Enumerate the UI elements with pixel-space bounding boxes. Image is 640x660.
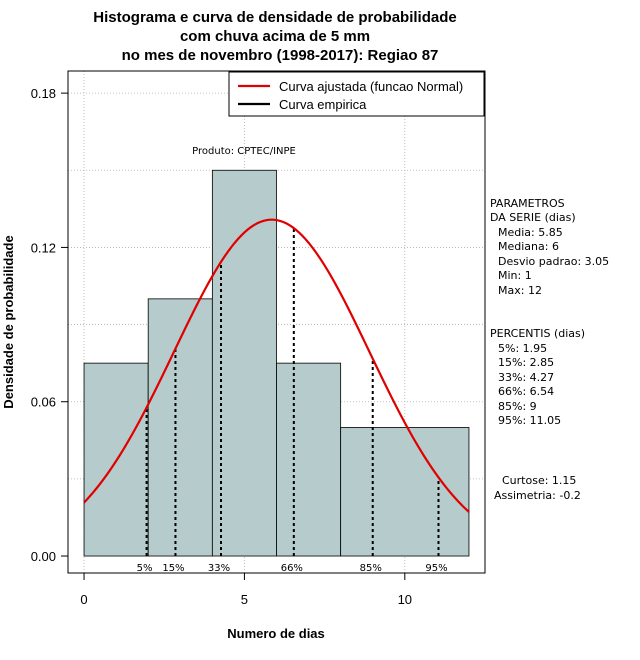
parameters-heading-2: DA SERIE (dias) xyxy=(490,211,576,224)
percentiles-panel: PERCENTIS (dias) 5%: 1.95 15%: 2.85 33%:… xyxy=(490,327,585,427)
percentile-lines: 5% 15% 33% 66% 85% 95% xyxy=(137,228,448,574)
parameter-sd: Desvio padrao: 3.05 xyxy=(498,255,609,268)
shape-stats-panel: Curtose: 1.15 Assimetria: -0.2 xyxy=(494,474,581,502)
x-tick-label-1: 5 xyxy=(241,592,248,607)
parameter-median: Mediana: 6 xyxy=(498,240,559,253)
legend-entry-fitted: Curva ajustada (funcao Normal) xyxy=(279,79,463,94)
x-axis: 0 5 10 xyxy=(80,572,412,607)
y-tick-label-2: 0.12 xyxy=(31,240,56,255)
chart-title-line-1: Histograma e curva de densidade de proba… xyxy=(93,9,456,26)
legend-box xyxy=(228,71,485,117)
y-axis-label: Densidade de probabilidade xyxy=(1,235,16,408)
parameter-max: Max: 12 xyxy=(498,284,542,297)
y-axis: 0.00 0.06 0.12 0.18 xyxy=(31,86,68,564)
parameter-min: Min: 1 xyxy=(498,269,532,282)
percentile-label-0: 5% xyxy=(137,563,153,574)
histogram-bar-5 xyxy=(340,427,470,557)
percentile-label-3: 66% xyxy=(281,563,303,574)
chart-title-line-2: com chuva acima de 5 mm xyxy=(180,28,370,45)
parameter-mean: Media: 5.85 xyxy=(498,226,563,239)
parameters-heading-1: PARAMETROS xyxy=(490,197,565,210)
legend-entry-empirical: Curva empirica xyxy=(279,97,367,112)
legend: Curva ajustada (funcao Normal) Curva emp… xyxy=(228,71,485,117)
fitted-normal-curve xyxy=(83,218,470,513)
parameters-panel: PARAMETROS DA SERIE (dias) Media: 5.85 M… xyxy=(490,197,609,297)
percentile-95: 95%: 11.05 xyxy=(498,414,561,427)
histogram-bar-2 xyxy=(147,298,213,557)
x-tick-label-2: 10 xyxy=(398,592,412,607)
x-tick-label-0: 0 xyxy=(80,592,87,607)
chart-title-line-3: no mes de novembro (1998-2017): Regiao 8… xyxy=(122,47,439,64)
skewness-stat: Assimetria: -0.2 xyxy=(494,489,581,502)
y-tick-label-0: 0.00 xyxy=(31,549,56,564)
percentiles-heading: PERCENTIS (dias) xyxy=(490,327,585,340)
percentile-label-5: 95% xyxy=(425,563,447,574)
percentile-66: 66%: 6.54 xyxy=(498,385,554,398)
percentile-15: 15%: 2.85 xyxy=(498,356,554,369)
credit-label: Produto: CPTEC/INPE xyxy=(192,146,296,157)
percentile-85: 85%: 9 xyxy=(498,400,537,413)
percentile-label-1: 15% xyxy=(162,563,184,574)
histogram-bars xyxy=(83,169,470,557)
percentile-label-4: 85% xyxy=(360,563,382,574)
percentile-label-2: 33% xyxy=(208,563,230,574)
histogram-bar-3 xyxy=(211,169,277,557)
kurtosis-stat: Curtose: 1.15 xyxy=(502,474,576,487)
histogram-bar-4 xyxy=(276,362,342,557)
y-tick-label-3: 0.18 xyxy=(31,86,56,101)
y-tick-label-1: 0.06 xyxy=(31,395,56,410)
percentile-33: 33%: 4.27 xyxy=(498,371,554,384)
percentile-5: 5%: 1.95 xyxy=(498,342,547,355)
x-axis-label: Numero de dias xyxy=(227,626,325,641)
